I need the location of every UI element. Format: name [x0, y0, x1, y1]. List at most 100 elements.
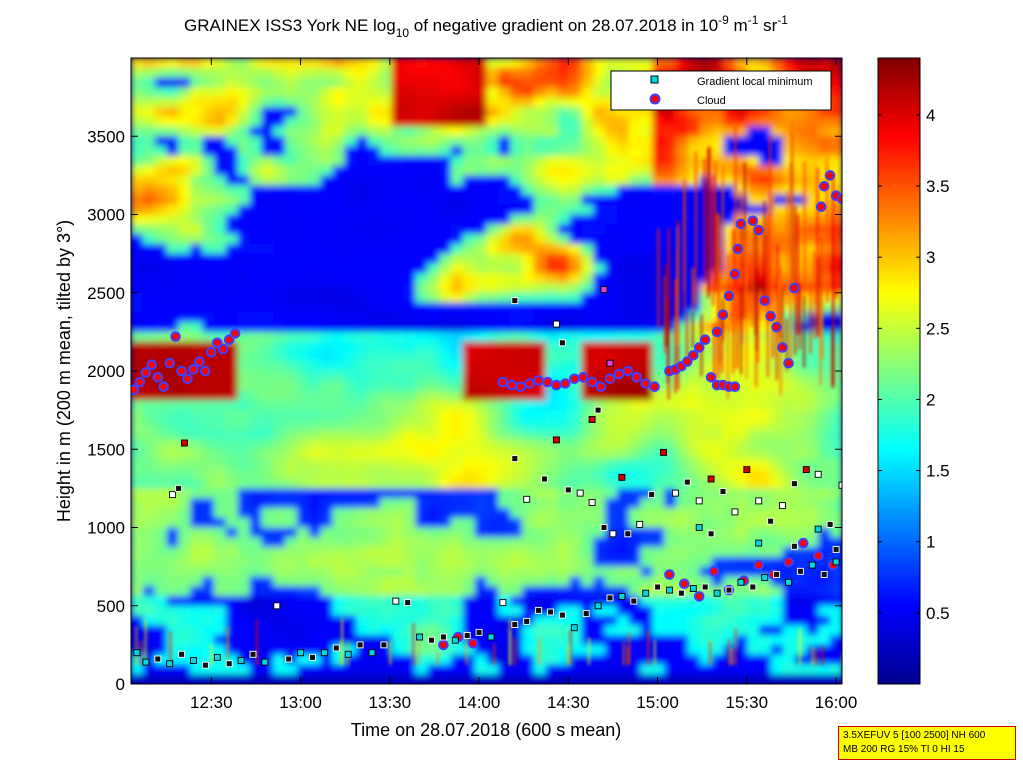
heatmap-cell	[486, 556, 500, 568]
heatmap-cell	[699, 126, 713, 138]
heatmap-cell	[533, 595, 547, 607]
heatmap-cell	[699, 341, 713, 353]
heatmap-cell	[142, 263, 156, 274]
heatmap-cell	[616, 566, 630, 578]
heatmap-cell	[830, 595, 842, 607]
heatmap-cell	[391, 58, 405, 69]
heatmap-cell	[747, 586, 760, 597]
heatmap-cell	[723, 400, 737, 411]
heatmap-cell	[296, 527, 310, 539]
heatmap-cell	[225, 97, 239, 108]
heatmap-cell	[711, 146, 725, 157]
heatmap-cell	[818, 361, 831, 372]
heatmap-cell	[261, 664, 274, 676]
heatmap-cell	[178, 273, 192, 284]
heatmap-cell	[794, 224, 808, 235]
heatmap-cell	[593, 214, 606, 226]
heatmap-cell	[628, 185, 642, 196]
heatmap-cell	[498, 175, 511, 186]
heatmap-cell	[557, 204, 571, 216]
gradient-minimum-marker	[547, 608, 554, 616]
gradient-minimum-marker	[541, 475, 548, 483]
heatmap-streak	[763, 201, 766, 302]
heatmap-cell	[616, 556, 630, 568]
heatmap-cell	[379, 204, 393, 216]
heatmap-cell	[676, 155, 689, 167]
heatmap-cell	[486, 106, 500, 118]
heatmap-cell	[427, 517, 440, 529]
heatmap-cell	[510, 234, 523, 245]
heatmap-cell	[652, 605, 666, 617]
heatmap-cell	[605, 468, 618, 480]
heatmap-cell	[190, 664, 203, 676]
heatmap-cell	[308, 155, 322, 167]
heatmap-cell	[605, 292, 618, 304]
heatmap-cell	[545, 165, 559, 177]
heatmap-streak	[790, 121, 793, 294]
heatmap-cell	[154, 146, 168, 157]
heatmap-cell	[261, 302, 274, 314]
heatmap-cell	[723, 136, 737, 147]
heatmap-cell	[510, 87, 523, 98]
heatmap-cell	[166, 165, 180, 177]
heatmap-cell	[249, 537, 263, 548]
heatmap-cell	[723, 341, 737, 353]
heatmap-cell	[296, 371, 310, 382]
heatmap-cell	[403, 419, 417, 431]
heatmap-cell	[261, 605, 274, 617]
heatmap-cell	[510, 595, 523, 607]
heatmap-cell	[486, 116, 500, 128]
heatmap-cell	[154, 459, 168, 470]
heatmap-cell	[320, 380, 334, 392]
heatmap-cell	[782, 312, 796, 323]
heatmap-cell	[782, 654, 796, 666]
heatmap-cell	[557, 273, 571, 284]
heatmap-cell	[202, 351, 215, 363]
heatmap-cell	[202, 517, 215, 529]
heatmap-cell	[166, 419, 180, 431]
heatmap-cell	[616, 58, 630, 69]
heatmap-cell	[794, 214, 808, 226]
heatmap-cell	[178, 253, 192, 265]
heatmap-cell	[723, 185, 737, 196]
heatmap-cell	[462, 67, 476, 79]
heatmap-cell	[545, 400, 559, 411]
y-tick-label: 2500	[87, 284, 125, 303]
heatmap-cell	[379, 87, 393, 98]
heatmap-cell	[522, 429, 535, 441]
heatmap-cell	[237, 263, 251, 274]
heatmap-cell	[593, 439, 606, 451]
heatmap-cell	[664, 468, 677, 480]
heatmap-streak	[691, 290, 694, 348]
heatmap-cell	[296, 498, 310, 509]
stamp-line-1: 3.5XEFUV 5 [100 2500] NH 600	[843, 730, 986, 741]
heatmap-cell	[699, 380, 713, 392]
heatmap-cell	[403, 322, 417, 333]
heatmap-cell	[557, 106, 571, 118]
heatmap-cell	[545, 674, 559, 684]
heatmap-cell	[474, 234, 488, 245]
heatmap-cell	[747, 566, 760, 578]
heatmap-cell	[759, 204, 772, 216]
cloud-marker	[176, 365, 187, 377]
heatmap-cell	[237, 468, 251, 480]
heatmap-cell	[131, 214, 144, 226]
heatmap-cell	[498, 106, 511, 118]
heatmap-cell	[320, 654, 334, 666]
heatmap-cell	[427, 459, 440, 470]
heatmap-cell	[605, 400, 618, 411]
legend-cloud-marker	[649, 93, 661, 105]
heatmap-cell	[770, 654, 784, 666]
heatmap-cell	[308, 322, 322, 333]
heatmap-cell	[593, 410, 606, 421]
heatmap-cell	[640, 576, 654, 587]
heatmap-cell	[249, 371, 263, 382]
heatmap-cell	[818, 390, 831, 402]
heatmap-cell	[593, 527, 606, 539]
cloud-marker	[438, 639, 449, 651]
heatmap-cell	[320, 439, 334, 451]
heatmap-cell	[794, 498, 808, 509]
heatmap-cell	[202, 527, 215, 539]
heatmap-cell	[202, 390, 215, 402]
heatmap-cell	[261, 635, 274, 646]
